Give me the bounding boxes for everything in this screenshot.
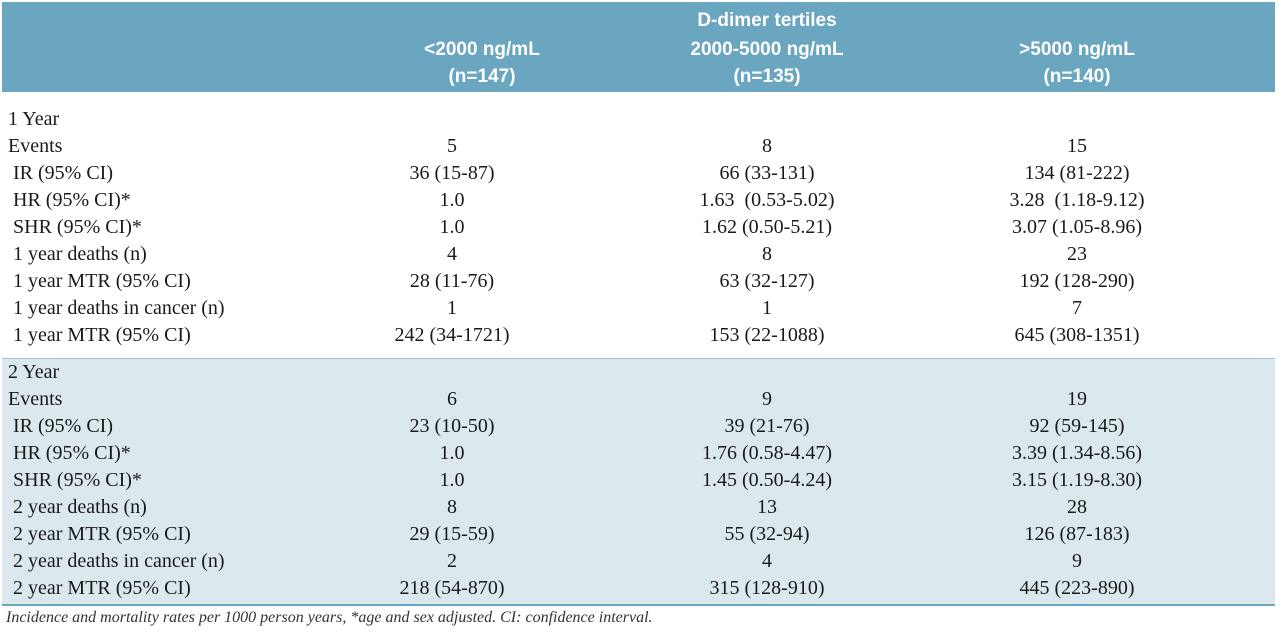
cell-mid: 1.76 (0.58-4.47) <box>702 442 832 464</box>
row-label: 2 year MTR (95% CI) <box>8 577 191 599</box>
row-label: 1 year deaths in cancer (n) <box>8 297 225 319</box>
column-header-high: >5000 ng/mL (n=140) <box>962 36 1192 90</box>
table-row: 2 year MTR (95% CI) 29 (15-59) 55 (32-94… <box>2 521 1275 548</box>
cell-mid: 39 (21-76) <box>724 415 810 437</box>
row-label: SHR (95% CI)* <box>8 216 142 238</box>
row-label: 2 year deaths (n) <box>8 496 147 518</box>
cell-low: 6 <box>447 388 457 410</box>
table-header: D-dimer tertiles <2000 ng/mL (n=147) 200… <box>2 2 1275 92</box>
row-label: HR (95% CI)* <box>8 442 131 464</box>
row-label: HR (95% CI)* <box>8 189 131 211</box>
cell-low: 218 (54-870) <box>399 577 505 599</box>
table-row: 1 year deaths in cancer (n) 1 1 7 <box>2 295 1275 322</box>
cell-high: 9 <box>1072 550 1082 572</box>
cell-low: 36 (15-87) <box>409 162 495 184</box>
column-header-low: <2000 ng/mL (n=147) <box>372 36 592 90</box>
cell-high: 126 (87-183) <box>1024 523 1130 545</box>
column-group-title: D-dimer tertiles <box>697 10 837 31</box>
cell-low: 8 <box>447 496 457 518</box>
cell-low: 23 (10-50) <box>409 415 495 437</box>
table-row: Events 5 8 15 <box>2 133 1275 160</box>
table-row: Events 6 9 19 <box>2 386 1275 413</box>
table-row: IR (95% CI) 36 (15-87) 66 (33-131) 134 (… <box>2 160 1275 187</box>
cell-high: 15 <box>1067 135 1087 157</box>
cell-high: 7 <box>1072 297 1082 319</box>
section-title: 2 Year <box>8 361 60 383</box>
row-label: 2 year deaths in cancer (n) <box>8 550 225 572</box>
cell-mid: 1 <box>762 297 772 319</box>
cell-high: 3.15 (1.19-8.30) <box>1012 469 1142 491</box>
cell-low: 1.0 <box>439 469 465 491</box>
table-row: IR (95% CI) 23 (10-50) 39 (21-76) 92 (59… <box>2 413 1275 440</box>
row-label: SHR (95% CI)* <box>8 469 142 491</box>
row-label: 1 year MTR (95% CI) <box>8 324 191 346</box>
cell-low: 1.0 <box>439 189 465 211</box>
table-row: 2 year deaths (n) 8 13 28 <box>2 494 1275 521</box>
cell-low: 4 <box>447 243 457 265</box>
cell-low: 28 (11-76) <box>409 270 495 292</box>
cell-mid: 63 (32-127) <box>719 270 815 292</box>
cell-mid: 13 <box>757 496 777 518</box>
cell-mid: 8 <box>762 135 772 157</box>
row-label: Events <box>8 135 63 157</box>
cell-high: 19 <box>1067 388 1087 410</box>
cell-mid: 66 (33-131) <box>719 162 815 184</box>
cell-mid: 9 <box>762 388 772 410</box>
cell-mid: 4 <box>762 550 772 572</box>
row-label: Events <box>8 388 63 410</box>
cell-high: 134 (81-222) <box>1024 162 1130 184</box>
table-footnote: Incidence and mortality rates per 1000 p… <box>6 609 653 626</box>
cell-high: 3.07 (1.05-8.96) <box>1012 216 1142 238</box>
section-title: 1 Year <box>8 108 60 130</box>
row-label: 1 year deaths (n) <box>8 243 147 265</box>
cell-mid: 1.63 (0.53-5.02) <box>699 189 835 211</box>
table-row: 1 year MTR (95% CI) 242 (34-1721) 153 (2… <box>2 322 1275 349</box>
table-row: 2 year MTR (95% CI) 218 (54-870) 315 (12… <box>2 575 1275 602</box>
column-range: 2000-5000 ng/mL <box>690 39 844 60</box>
column-n: (n=140) <box>1043 66 1111 87</box>
column-header-mid: 2000-5000 ng/mL (n=135) <box>647 36 887 90</box>
cell-mid: 55 (32-94) <box>724 523 810 545</box>
table-row: SHR (95% CI)* 1.0 1.45 (0.50-4.24) 3.15 … <box>2 467 1275 494</box>
column-n: (n=135) <box>733 66 801 87</box>
cell-low: 242 (34-1721) <box>394 324 510 346</box>
cell-high: 3.39 (1.34-8.56) <box>1012 442 1142 464</box>
section-title-row: 2 Year <box>2 359 1275 386</box>
row-label: 1 year MTR (95% CI) <box>8 270 191 292</box>
cell-high: 645 (308-1351) <box>1014 324 1140 346</box>
cell-low: 1 <box>447 297 457 319</box>
table-row: 1 year MTR (95% CI) 28 (11-76) 63 (32-12… <box>2 268 1275 295</box>
table-row: 2 year deaths in cancer (n) 2 4 9 <box>2 548 1275 575</box>
table-row: HR (95% CI)* 1.0 1.76 (0.58-4.47) 3.39 (… <box>2 440 1275 467</box>
section-title-row: 1 Year <box>2 106 1275 133</box>
cell-high: 28 <box>1067 496 1087 518</box>
table-row: HR (95% CI)* 1.0 1.63 (0.53-5.02) 3.28 (… <box>2 187 1275 214</box>
section-1-year: 1 Year Events 5 8 15 IR (95% CI) 36 (15-… <box>2 92 1275 359</box>
row-label: 2 year MTR (95% CI) <box>8 523 191 545</box>
cell-low: 2 <box>447 550 457 572</box>
section-2-year: 2 Year Events 6 9 19 IR (95% CI) 23 (10-… <box>2 359 1275 606</box>
cell-mid: 315 (128-910) <box>709 577 825 599</box>
table-row: 1 year deaths (n) 4 8 23 <box>2 241 1275 268</box>
cell-high: 3.28 (1.18-9.12) <box>1009 189 1145 211</box>
row-label: IR (95% CI) <box>8 162 113 184</box>
cell-low: 1.0 <box>439 442 465 464</box>
cell-low: 1.0 <box>439 216 465 238</box>
column-range: >5000 ng/mL <box>1019 39 1135 60</box>
table-row: SHR (95% CI)* 1.0 1.62 (0.50-5.21) 3.07 … <box>2 214 1275 241</box>
cell-low: 29 (15-59) <box>409 523 495 545</box>
cell-low: 5 <box>447 135 457 157</box>
cell-mid: 8 <box>762 243 772 265</box>
column-range: <2000 ng/mL <box>424 39 540 60</box>
cell-mid: 153 (22-1088) <box>709 324 825 346</box>
cell-mid: 1.45 (0.50-4.24) <box>702 469 832 491</box>
cell-high: 23 <box>1067 243 1087 265</box>
cell-mid: 1.62 (0.50-5.21) <box>702 216 832 238</box>
cell-high: 445 (223-890) <box>1019 577 1135 599</box>
cell-high: 192 (128-290) <box>1019 270 1135 292</box>
column-n: (n=147) <box>448 66 516 87</box>
row-label: IR (95% CI) <box>8 415 113 437</box>
cell-high: 92 (59-145) <box>1029 415 1125 437</box>
